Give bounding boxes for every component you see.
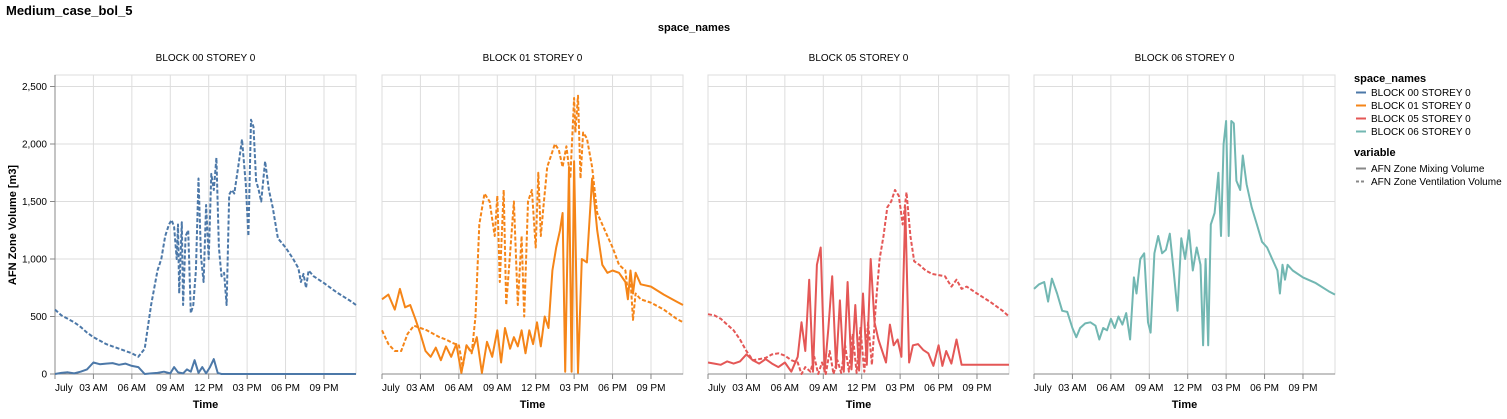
legend-item-label: BLOCK 06 STOREY 0 — [1371, 127, 1471, 138]
legend-item-label: BLOCK 01 STOREY 0 — [1371, 101, 1471, 112]
x-tick-label: 03 PM — [1212, 383, 1241, 394]
y-tick-label: 1,000 — [22, 255, 47, 266]
x-tick-label: 03 PM — [233, 383, 262, 394]
x-tick-label: July — [55, 383, 73, 394]
x-tick-label: 09 AM — [1135, 383, 1163, 394]
facet-title: BLOCK 00 STOREY 0 — [156, 53, 256, 64]
x-tick-label: 06 PM — [598, 383, 627, 394]
facet-frame — [707, 74, 1010, 375]
x-axis-label: Time — [520, 399, 545, 411]
x-tick-label: 09 AM — [156, 383, 184, 394]
y-axis-label: AFN Zone Volume [m3] — [7, 165, 19, 286]
x-tick-label: 06 PM — [1250, 383, 1279, 394]
facet-frame — [381, 74, 684, 375]
facet-panel: BLOCK 05 STOREY 0 July 03 AM 06 AM 09 AM 12 P… — [707, 53, 1010, 411]
x-tick-label: 03 AM — [1058, 383, 1086, 394]
facet-header: space_names — [658, 22, 730, 34]
x-tick-label: 09 AM — [483, 383, 511, 394]
legend: space_names BLOCK 00 STOREY 0 BLOCK 01 ST… — [1354, 73, 1502, 188]
facet-panel: BLOCK 06 STOREY 0 July 03 AM 06 AM 09 AM 12 P… — [1033, 53, 1336, 411]
facet-panel: BLOCK 00 STOREY 0 July 03 AM 06 AM 09 AM 12 P… — [22, 53, 357, 411]
x-tick-label: 06 PM — [924, 383, 953, 394]
legend-dash-title: variable — [1354, 147, 1396, 159]
facet-title: BLOCK 01 STOREY 0 — [483, 53, 583, 64]
ventilation-volume-line — [381, 94, 684, 369]
legend-item-label: BLOCK 00 STOREY 0 — [1371, 88, 1471, 99]
x-tick-label: 12 PM — [1173, 383, 1202, 394]
x-tick-label: 09 PM — [1289, 383, 1318, 394]
x-axis-label: Time — [193, 399, 218, 411]
mixing-volume-line — [381, 160, 684, 374]
mixing-volume-line — [1033, 120, 1336, 347]
x-tick-label: 03 PM — [560, 383, 589, 394]
x-tick-label: 09 PM — [637, 383, 666, 394]
ventilation-volume-line — [54, 118, 357, 358]
x-tick-label: 03 AM — [732, 383, 760, 394]
x-axis-label: Time — [1172, 399, 1197, 411]
facet-title: BLOCK 05 STOREY 0 — [809, 53, 909, 64]
legend-item-label: AFN Zone Ventilation Volume — [1371, 177, 1502, 188]
x-tick-label: 03 AM — [406, 383, 434, 394]
x-tick-label: 12 PM — [521, 383, 550, 394]
y-tick-label: 500 — [30, 312, 47, 323]
x-tick-label: July — [708, 383, 726, 394]
mixing-volume-line — [707, 206, 1009, 373]
x-tick-label: 03 AM — [79, 383, 107, 394]
mixing-volume-line — [54, 358, 356, 375]
legend-item-label: BLOCK 05 STOREY 0 — [1371, 114, 1471, 125]
facet-title: BLOCK 06 STOREY 0 — [1135, 53, 1235, 64]
x-tick-label: 06 AM — [445, 383, 473, 394]
x-tick-label: 12 PM — [194, 383, 223, 394]
x-tick-label: 09 PM — [310, 383, 339, 394]
y-tick-label: 0 — [41, 370, 47, 381]
chart-title: Medium_case_bol_5 — [6, 3, 132, 18]
x-tick-label: 12 PM — [847, 383, 876, 394]
y-tick-label: 2,500 — [22, 82, 47, 93]
x-tick-label: July — [382, 383, 400, 394]
x-tick-label: 09 PM — [963, 383, 992, 394]
x-tick-label: 09 AM — [809, 383, 837, 394]
x-tick-label: 06 AM — [771, 383, 799, 394]
y-tick-label: 2,000 — [22, 140, 47, 151]
x-axis-label: Time — [846, 399, 871, 411]
facet-panel: BLOCK 01 STOREY 0 July 03 AM 06 AM 09 AM 12 P… — [381, 53, 684, 411]
x-tick-label: July — [1034, 383, 1052, 394]
x-tick-label: 06 AM — [1097, 383, 1125, 394]
legend-item-label: AFN Zone Mixing Volume — [1371, 164, 1485, 175]
x-tick-label: 06 PM — [271, 383, 300, 394]
ventilation-volume-line — [707, 189, 1010, 375]
legend-color-title: space_names — [1354, 73, 1426, 85]
x-tick-label: 03 PM — [886, 383, 915, 394]
x-tick-label: 06 AM — [118, 383, 146, 394]
y-tick-label: 1,500 — [22, 197, 47, 208]
